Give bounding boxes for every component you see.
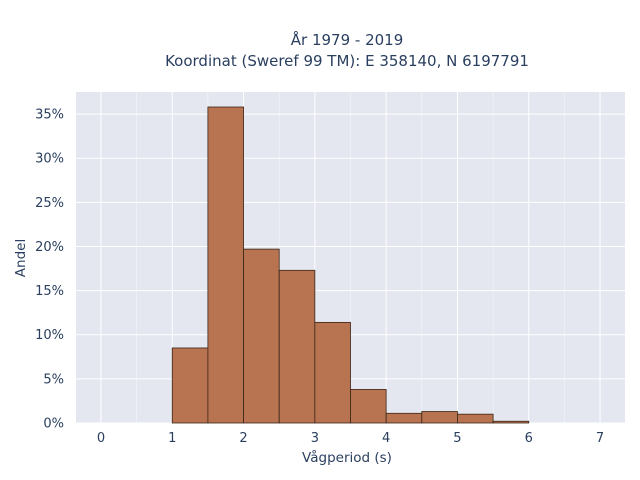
chart-title-line-2: Koordinat (Sweref 99 TM): E 358140, N 61…	[165, 52, 529, 70]
histogram-bar	[421, 411, 458, 424]
y-tick-label: 35%	[35, 108, 64, 123]
x-axis-title: Vågperiod (s)	[302, 449, 392, 466]
y-tick-label: 30%	[35, 152, 64, 167]
y-tick-label: 15%	[35, 284, 64, 299]
x-tick-label: 2	[239, 431, 247, 446]
y-axis-title: Andel	[13, 239, 29, 277]
histogram-bars	[171, 106, 530, 424]
histogram-bar	[278, 269, 316, 424]
histogram-bar	[492, 420, 530, 424]
histogram-bar	[350, 389, 387, 424]
y-tick-label: 5%	[43, 372, 64, 387]
histogram-bar	[207, 106, 244, 424]
x-tick-label: 4	[382, 431, 390, 446]
x-tick-label: 3	[311, 431, 319, 446]
gridlines	[76, 92, 625, 424]
y-tick-label: 20%	[35, 240, 64, 255]
chart-title-line-1: År 1979 - 2019	[291, 30, 404, 49]
histogram-bar	[243, 248, 280, 424]
x-tick-label: 1	[168, 431, 176, 446]
x-tick-label: 0	[97, 431, 105, 446]
x-tick-label: 6	[525, 431, 533, 446]
y-axis-ticks: 0% 5% 10% 15% 20% 25% 30% 35%	[35, 108, 64, 432]
x-tick-label: 7	[596, 431, 604, 446]
x-axis-ticks: 0 1 2 3 4 5 6 7	[97, 431, 604, 446]
chart-title: År 1979 - 2019 Koordinat (Sweref 99 TM):…	[165, 30, 529, 70]
histogram-bar	[385, 412, 423, 424]
histogram-bar	[171, 347, 209, 424]
y-tick-label: 25%	[35, 196, 64, 211]
histogram-bar	[314, 321, 351, 424]
y-tick-label: 10%	[35, 328, 64, 343]
x-tick-label: 5	[453, 431, 461, 446]
y-tick-label: 0%	[43, 417, 64, 432]
histogram-bar	[457, 413, 494, 424]
